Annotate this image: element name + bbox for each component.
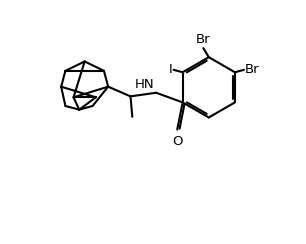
- Text: O: O: [172, 135, 182, 148]
- Text: HN: HN: [135, 78, 154, 91]
- Text: I: I: [169, 63, 173, 76]
- Text: Br: Br: [196, 33, 210, 46]
- Text: Br: Br: [245, 63, 259, 76]
